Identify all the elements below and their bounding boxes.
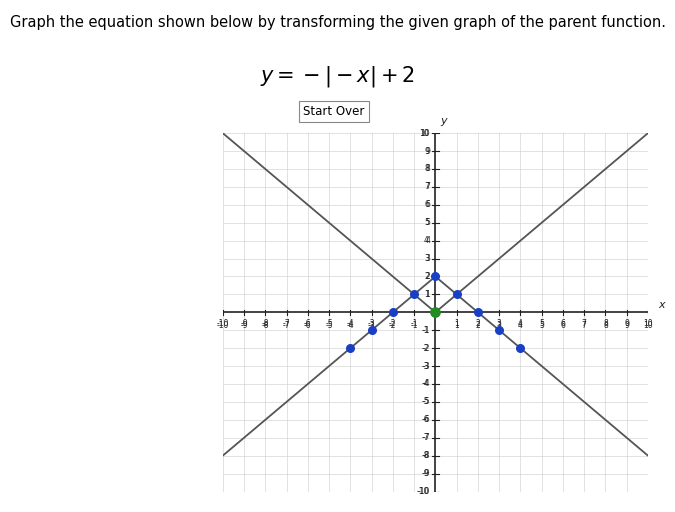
Text: -3: -3 [421,361,429,371]
Text: 5: 5 [539,322,544,330]
Text: -4: -4 [423,379,430,389]
Text: 3: 3 [497,322,502,330]
Point [408,290,419,298]
Text: -6: -6 [304,322,312,330]
Point [345,344,356,352]
Text: -6: -6 [421,415,429,424]
Text: 1: 1 [425,290,429,299]
Text: -7: -7 [421,433,429,442]
Text: -7: -7 [283,322,290,330]
Text: 7: 7 [582,318,587,328]
Text: -10: -10 [217,318,229,328]
Text: -8: -8 [421,451,429,460]
Text: -4: -4 [421,379,429,389]
Text: 9: 9 [425,146,430,156]
Text: 10: 10 [643,322,653,330]
Text: 3: 3 [424,254,429,263]
Text: 9: 9 [424,146,429,156]
Text: -3: -3 [423,361,430,371]
Text: 6: 6 [560,318,566,328]
Text: 4: 4 [424,236,429,245]
Text: y: y [441,116,448,126]
Point [387,308,398,316]
Text: -9: -9 [421,469,429,478]
Text: 5: 5 [425,218,430,227]
Text: 8: 8 [603,318,608,328]
Text: 8: 8 [425,164,430,174]
Text: 8: 8 [425,164,429,174]
Text: -8: -8 [261,318,269,328]
Text: -9: -9 [240,318,248,328]
Text: -5: -5 [423,397,430,407]
Text: 7: 7 [425,182,430,191]
Text: 10: 10 [643,318,653,328]
Text: -5: -5 [421,397,429,407]
Point [451,290,462,298]
Text: Start Over: Start Over [304,105,364,118]
Text: -7: -7 [283,318,290,328]
Text: -8: -8 [261,322,269,330]
Text: 6: 6 [424,200,429,209]
Text: -1: -1 [423,326,430,335]
Text: 2: 2 [425,272,430,281]
Text: 8: 8 [603,322,608,330]
Text: -10: -10 [416,487,429,496]
Text: -2: -2 [421,344,429,353]
Text: -4: -4 [346,322,354,330]
Text: 7: 7 [582,322,587,330]
Text: Graph the equation shown below by transforming the given graph of the parent fun: Graph the equation shown below by transf… [9,15,666,30]
Point [472,308,483,316]
Text: 4: 4 [518,322,523,330]
Text: -9: -9 [423,469,430,478]
Text: -6: -6 [304,318,312,328]
Text: -2: -2 [423,344,430,353]
Text: 10: 10 [421,129,430,138]
Text: 4: 4 [425,236,430,245]
Text: -7: -7 [423,433,430,442]
Text: 2: 2 [475,322,481,330]
Text: x: x [659,300,666,310]
Point [366,326,377,334]
Text: 9: 9 [624,322,629,330]
Text: -3: -3 [368,318,375,328]
Text: 1: 1 [454,318,459,328]
Text: -1: -1 [410,322,418,330]
Text: 6: 6 [425,200,430,209]
Text: 2: 2 [425,272,429,281]
Text: 7: 7 [424,182,429,191]
Text: 2: 2 [475,318,481,328]
Text: -2: -2 [389,318,397,328]
Text: -1: -1 [421,326,429,335]
Text: -8: -8 [423,451,430,460]
Text: 6: 6 [560,322,566,330]
Text: -10: -10 [418,487,430,496]
Text: -1: -1 [410,318,418,328]
Text: $y = -|-x| + 2$: $y = -|-x| + 2$ [260,64,415,89]
Text: -3: -3 [368,322,375,330]
Text: 10: 10 [419,129,429,138]
Text: 9: 9 [624,318,629,328]
Text: 4: 4 [518,318,523,328]
Text: -9: -9 [240,322,248,330]
Text: -5: -5 [325,318,333,328]
Text: -2: -2 [389,322,397,330]
Text: -10: -10 [217,322,229,330]
Point [430,272,441,281]
Text: 1: 1 [454,322,459,330]
Text: -5: -5 [325,322,333,330]
Text: 5: 5 [424,218,429,227]
Text: -6: -6 [423,415,430,424]
Text: -4: -4 [346,318,354,328]
Point [430,308,441,316]
Text: 5: 5 [539,318,544,328]
Text: 3: 3 [497,318,502,328]
Text: 3: 3 [425,254,430,263]
Point [515,344,526,352]
Point [494,326,505,334]
Text: 1: 1 [425,290,430,299]
